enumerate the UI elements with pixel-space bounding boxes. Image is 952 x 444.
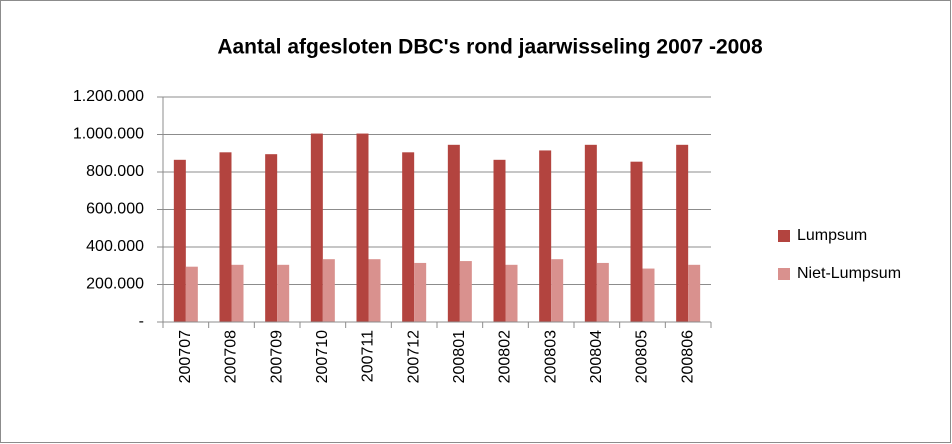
bar	[642, 268, 655, 322]
legend-swatch	[778, 230, 790, 242]
x-tick-label: 200801	[451, 330, 468, 383]
y-tick-label: 1.000.000	[73, 126, 144, 143]
bar	[310, 133, 323, 322]
chart-title: Aantal afgesloten DBC's rond jaarwisseli…	[217, 36, 763, 59]
legend-swatch	[778, 268, 790, 280]
bar	[185, 266, 198, 322]
y-tick-label: -	[139, 313, 144, 330]
bar	[676, 144, 689, 322]
bar	[265, 154, 278, 322]
x-tick-label: 200707	[177, 330, 194, 383]
bar	[231, 264, 244, 322]
bar	[322, 259, 335, 322]
bar	[219, 152, 232, 322]
bar	[277, 264, 290, 322]
bar	[402, 152, 415, 322]
bar	[173, 159, 186, 322]
bar	[493, 159, 506, 322]
bar	[356, 133, 369, 322]
x-tick-label: 200709	[268, 330, 285, 383]
y-tick-label: 400.000	[86, 238, 144, 255]
legend-label: Niet-Lumpsum	[797, 265, 901, 282]
y-tick-label: 800.000	[86, 163, 144, 180]
x-tick-label: 200806	[679, 330, 696, 383]
y-tick-label: 200.000	[86, 276, 144, 293]
bar	[368, 259, 381, 322]
x-tick-label: 200712	[405, 330, 422, 383]
bar	[584, 144, 597, 322]
bar	[596, 262, 609, 322]
bar	[505, 264, 518, 322]
bar	[447, 144, 460, 322]
bar	[551, 259, 564, 322]
x-tick-label: 200711	[360, 330, 377, 382]
x-tick-label: 200710	[314, 330, 331, 383]
x-tick-label: 200805	[634, 330, 651, 383]
bar	[688, 264, 701, 322]
legend-label: Lumpsum	[797, 227, 867, 244]
x-tick-label: 200802	[497, 330, 514, 383]
bar	[414, 262, 427, 322]
x-tick-label: 200804	[588, 330, 605, 383]
y-tick-label: 600.000	[86, 201, 144, 218]
x-tick-label: 200803	[542, 330, 559, 383]
bar	[630, 161, 643, 322]
y-tick-label: 1.200.000	[73, 88, 144, 105]
bar	[539, 150, 552, 322]
x-tick-label: 200708	[223, 330, 240, 383]
bar	[459, 261, 472, 322]
